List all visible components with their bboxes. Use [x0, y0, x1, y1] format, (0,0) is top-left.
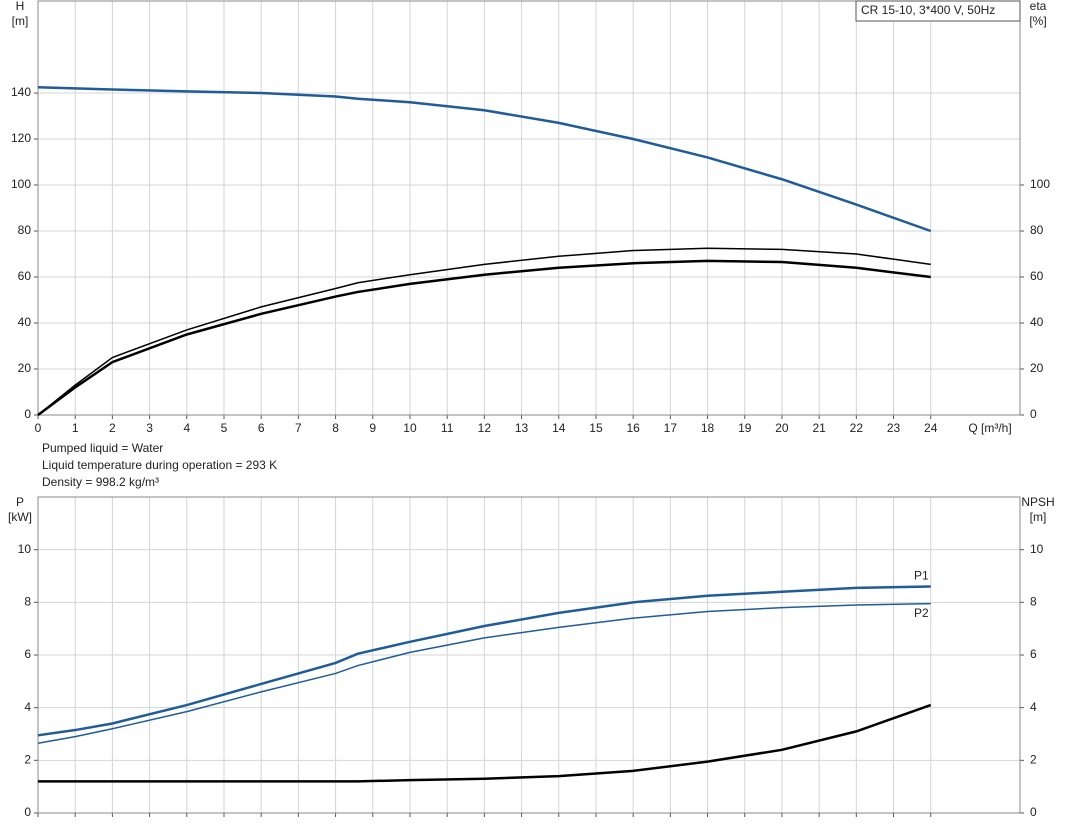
x-tick-label: 13: [515, 421, 529, 435]
x-tick-label: 8: [332, 421, 339, 435]
y2-tick-label: 40: [1030, 315, 1044, 329]
x-tick-label: 24: [924, 421, 938, 435]
x-tick-label: 17: [664, 421, 678, 435]
x-tick-label: 0: [35, 421, 42, 435]
series-line: [37, 86, 932, 233]
x-tick-label: 11: [441, 421, 454, 435]
y-tick-label: 10: [18, 542, 32, 556]
y-tick-label: 4: [24, 700, 31, 714]
y-tick-label: 140: [11, 85, 31, 99]
chart-title: CR 15-10, 3*400 V, 50Hz: [861, 3, 995, 17]
y-tick-label: 120: [11, 131, 31, 145]
series-line: [37, 585, 931, 737]
y-tick-label: 8: [24, 595, 31, 609]
y-tick-label: 80: [18, 223, 32, 237]
series-label: P2: [914, 606, 929, 620]
y-tick-label: 6: [24, 647, 31, 661]
y-tick-label: 0: [24, 407, 31, 421]
y-tick-label: 100: [11, 177, 31, 191]
y2-tick-label: 6: [1030, 647, 1037, 661]
y2-axis-unit: [%]: [1029, 14, 1046, 28]
y2-tick-label: 60: [1030, 269, 1044, 283]
y2-axis-label: eta: [1030, 0, 1047, 13]
x-tick-label: 10: [403, 421, 417, 435]
series-line: [37, 259, 931, 417]
y2-axis-label: NPSH: [1021, 495, 1054, 509]
plot-frame: [37, 496, 1021, 814]
y-tick-label: 40: [18, 315, 32, 329]
y2-axis-unit: [m]: [1030, 510, 1047, 524]
title-box: [855, 0, 1021, 22]
series-line: [38, 703, 932, 783]
x-tick-label: 22: [850, 421, 864, 435]
series-line: [37, 247, 931, 416]
y-axis-label: P: [16, 495, 24, 509]
y2-tick-label: 20: [1030, 361, 1044, 375]
y-tick-label: 60: [18, 269, 32, 283]
y-tick-label: 0: [24, 805, 31, 819]
y-axis-unit: [kW]: [8, 510, 32, 524]
x-tick-label: 16: [626, 421, 640, 435]
x-tick-label: 3: [146, 421, 153, 435]
x-tick-label: 14: [552, 421, 566, 435]
x-tick-label: 12: [478, 421, 492, 435]
y-tick-label: 20: [18, 361, 32, 375]
x-tick-label: 23: [887, 421, 901, 435]
info-line: Pumped liquid = Water: [42, 441, 163, 455]
y2-tick-label: 80: [1030, 223, 1044, 237]
y-axis-unit: [m]: [12, 14, 29, 28]
x-tick-label: 20: [775, 421, 789, 435]
x-tick-label: 1: [72, 421, 79, 435]
x-tick-label: 19: [738, 421, 752, 435]
plot-frame: [37, 0, 1021, 416]
x-tick-label: 6: [258, 421, 265, 435]
y-axis-label: H: [16, 0, 25, 13]
y2-tick-label: 8: [1030, 595, 1037, 609]
x-axis-label: Q [m³/h]: [968, 421, 1011, 435]
x-tick-label: 2: [109, 421, 116, 435]
y2-tick-label: 100: [1030, 177, 1050, 191]
x-tick-label: 5: [221, 421, 228, 435]
series-line: [37, 602, 931, 744]
y2-tick-label: 2: [1030, 753, 1037, 767]
x-tick-label: 9: [369, 421, 376, 435]
x-tick-label: 4: [183, 421, 190, 435]
x-tick-label: 21: [812, 421, 826, 435]
y2-tick-label: 0: [1030, 805, 1037, 819]
y2-tick-label: 4: [1030, 700, 1037, 714]
x-tick-label: 18: [701, 421, 715, 435]
series-label: P1: [914, 569, 929, 583]
info-line: Density = 998.2 kg/m³: [42, 475, 159, 489]
x-tick-label: 7: [295, 421, 302, 435]
x-tick-label: 15: [589, 421, 603, 435]
info-line: Liquid temperature during operation = 29…: [42, 458, 277, 472]
y2-tick-label: 10: [1030, 542, 1044, 556]
y-tick-label: 2: [24, 753, 31, 767]
y2-tick-label: 0: [1030, 407, 1037, 421]
